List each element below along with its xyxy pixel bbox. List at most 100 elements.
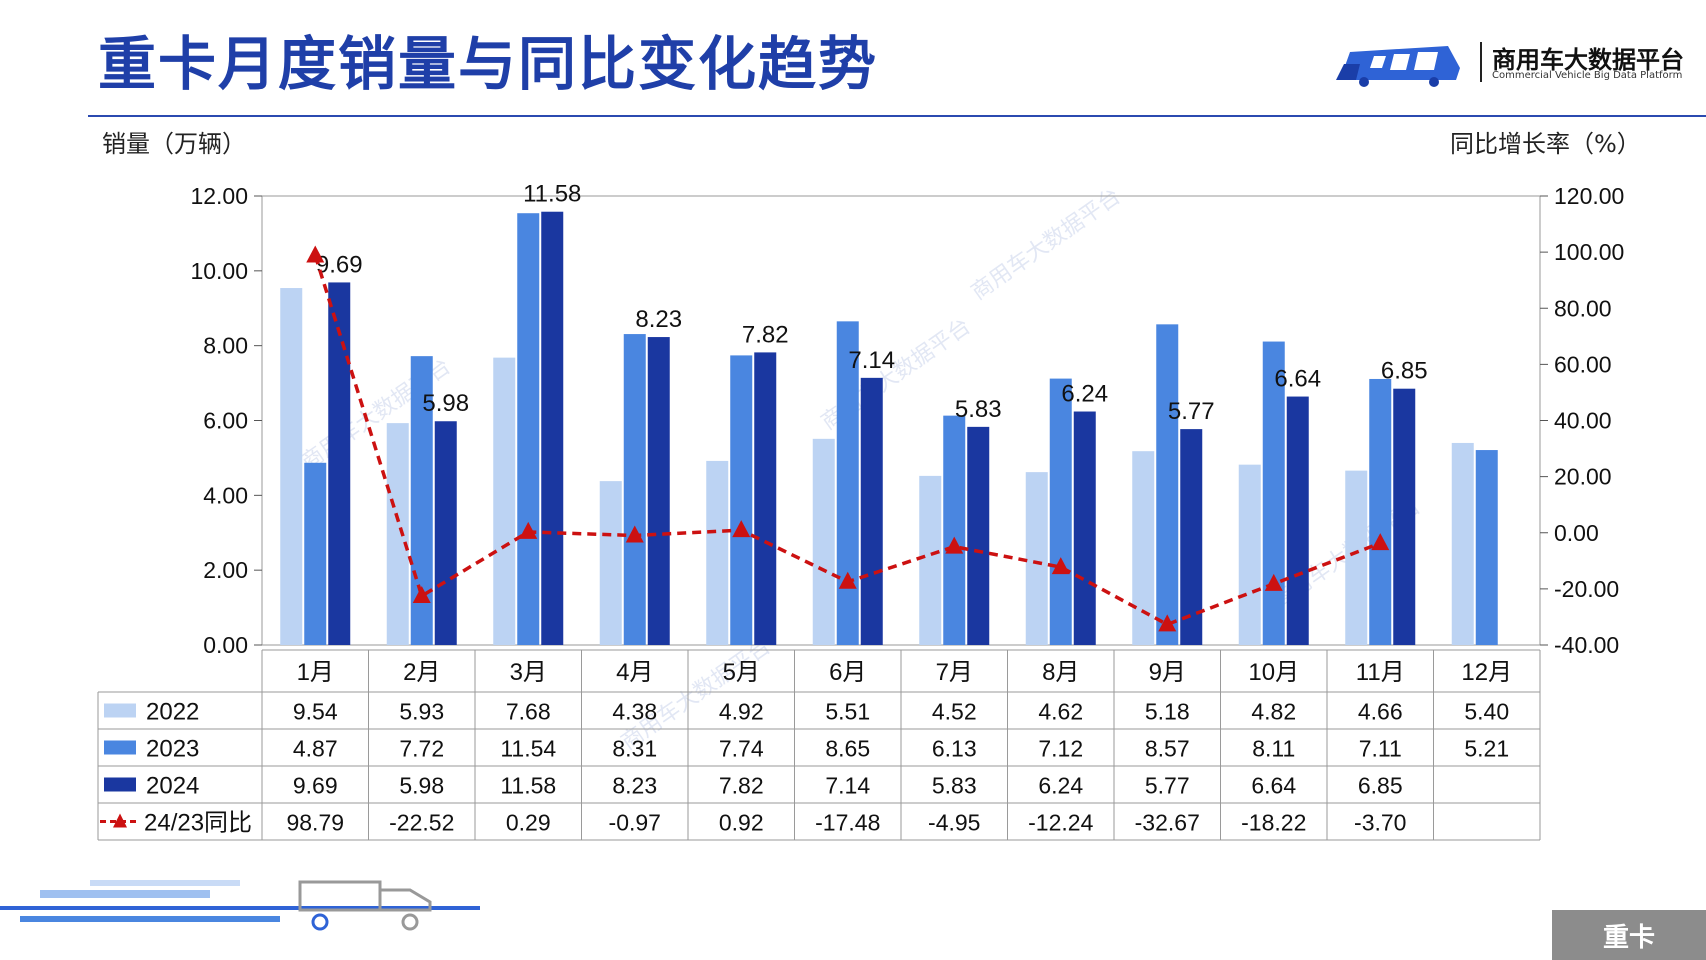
- y-left-tick-label: 2.00: [203, 557, 248, 583]
- legend-marker: [113, 813, 127, 828]
- y-right-tick-label: 60.00: [1554, 351, 1612, 377]
- table-cell: -22.52: [389, 810, 454, 836]
- yoy-marker: [838, 571, 857, 589]
- table-cell: 5.40: [1464, 699, 1509, 725]
- table-cell: -17.48: [815, 810, 880, 836]
- x-category-label: 12月: [1461, 659, 1512, 686]
- legend-swatch: [104, 740, 136, 755]
- bar-2024-11月: [1393, 388, 1416, 645]
- x-category-label: 8月: [1042, 659, 1079, 686]
- x-category-label: 4月: [616, 659, 653, 686]
- table-cell: 4.38: [612, 699, 657, 725]
- data-label-2024: 8.23: [635, 306, 682, 333]
- brand-separator: [1480, 42, 1482, 82]
- yoy-marker: [1158, 614, 1177, 632]
- bar-2023-3月: [517, 213, 540, 645]
- x-category-label: 2月: [403, 659, 440, 686]
- y-right-tick-label: 100.00: [1554, 239, 1624, 265]
- table-cell: 4.92: [719, 699, 764, 725]
- bar-2024-6月: [860, 377, 883, 645]
- y-right-tick-label: 20.00: [1554, 464, 1612, 490]
- legend-label: 2023: [146, 736, 199, 763]
- table-cell: 7.74: [719, 736, 764, 762]
- table-cell: 4.87: [293, 736, 338, 762]
- table-cell: 7.14: [825, 773, 870, 799]
- bar-2022-12月: [1451, 442, 1474, 645]
- data-label-2024: 7.14: [848, 347, 895, 374]
- table-cell: 4.66: [1358, 699, 1403, 725]
- bar-2024-8月: [1073, 411, 1096, 645]
- yoy-marker: [519, 521, 538, 539]
- x-category-label: 3月: [510, 659, 547, 686]
- table-cell: 7.68: [506, 699, 551, 725]
- table-cell: 0.92: [719, 810, 764, 836]
- table-cell: 6.64: [1251, 773, 1296, 799]
- y-right-tick-label: 40.00: [1554, 408, 1612, 434]
- table-cell: 6.13: [932, 736, 977, 762]
- y-right-tick-label: -40.00: [1554, 632, 1619, 658]
- table-cell: 4.82: [1251, 699, 1296, 725]
- x-category-label: 6月: [829, 659, 866, 686]
- bar-2024-5月: [754, 352, 777, 645]
- bar-2024-10月: [1286, 396, 1309, 645]
- table-cell: 5.18: [1145, 699, 1190, 725]
- bar-2024-1月: [328, 282, 351, 645]
- watermark-text: 商用车大数据平台: [966, 183, 1125, 304]
- table-cell: 8.23: [612, 773, 657, 799]
- data-label-2024: 6.85: [1381, 358, 1428, 385]
- page-title: 重卡月度销量与同比变化趋势: [98, 30, 879, 98]
- y-left-tick-label: 0.00: [203, 632, 248, 658]
- table-cell: 4.52: [932, 699, 977, 725]
- bar-2023-6月: [836, 321, 859, 645]
- y-right-tick-label: 0.00: [1554, 520, 1599, 546]
- y-right-tick-label: 80.00: [1554, 295, 1612, 321]
- bar-2022-3月: [493, 357, 516, 645]
- y-left-tick-label: 10.00: [190, 258, 248, 284]
- table-cell: 5.98: [399, 773, 444, 799]
- category-tag: 重卡: [1552, 910, 1706, 960]
- bar-2023-1月: [304, 462, 327, 645]
- table-cell: 5.83: [932, 773, 977, 799]
- table-cell: -4.95: [928, 810, 980, 836]
- data-label-2024: 6.64: [1274, 366, 1321, 393]
- legend-swatch: [104, 777, 136, 792]
- yoy-marker: [1264, 573, 1283, 591]
- table-cell: 5.77: [1145, 773, 1190, 799]
- x-category-label: 9月: [1149, 659, 1186, 686]
- y-right-axis-title: 同比增长率（%）: [1450, 130, 1641, 158]
- bar-2023-8月: [1049, 378, 1072, 645]
- data-label-2024: 9.69: [316, 251, 363, 278]
- data-label-2024: 5.83: [955, 396, 1002, 423]
- bar-2024-2月: [434, 421, 457, 645]
- brand-subtitle: Commercial Vehicle Big Data Platform: [1492, 70, 1683, 81]
- bar-2022-7月: [919, 475, 942, 645]
- data-label-2024: 5.77: [1168, 398, 1215, 425]
- yoy-marker: [306, 245, 325, 263]
- yoy-marker: [412, 585, 431, 603]
- table-cell: 5.51: [825, 699, 870, 725]
- title-divider: [88, 115, 1706, 117]
- table-cell: 0.29: [506, 810, 551, 836]
- bar-2022-8月: [1025, 472, 1048, 645]
- data-label-2024: 7.82: [742, 321, 789, 348]
- y-left-axis-title: 销量（万辆）: [102, 130, 246, 158]
- table-cell: 7.82: [719, 773, 764, 799]
- x-category-label: 11月: [1356, 659, 1405, 686]
- table-cell: 8.65: [825, 736, 870, 762]
- table-cell: 98.79: [286, 810, 344, 836]
- truck-logo-icon: [1336, 46, 1460, 87]
- table-cell: 4.62: [1038, 699, 1083, 725]
- y-right-tick-label: 120.00: [1554, 183, 1624, 209]
- legend-label: 2022: [146, 699, 199, 726]
- bar-2023-7月: [943, 415, 966, 645]
- brand-logo: 商用车大数据平台 Commercial Vehicle Big Data Pla…: [1330, 38, 1690, 90]
- table-cell: 6.85: [1358, 773, 1403, 799]
- x-category-label: 10月: [1248, 659, 1299, 686]
- bar-2023-10月: [1262, 341, 1285, 645]
- bar-2022-9月: [1132, 451, 1155, 645]
- data-label-2024: 6.24: [1061, 381, 1108, 408]
- legend-label: 2024: [146, 773, 199, 800]
- truck-decoration-icon: [0, 880, 480, 931]
- yoy-marker: [1371, 533, 1390, 551]
- y-left-tick-label: 6.00: [203, 408, 248, 434]
